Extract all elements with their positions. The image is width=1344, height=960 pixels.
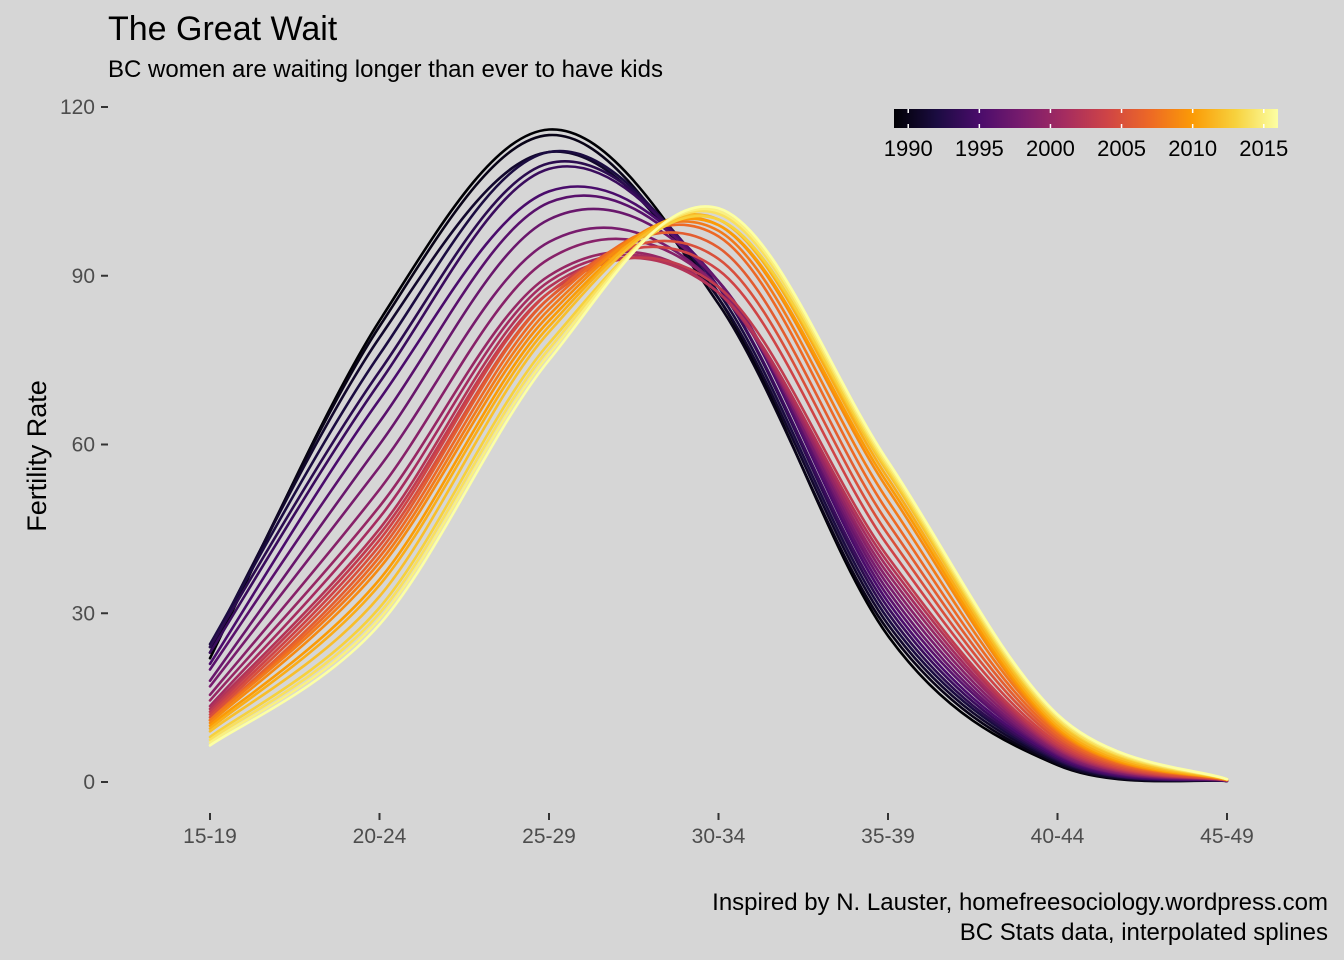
x-tick-label: 35-39 bbox=[861, 825, 915, 848]
x-tick-label: 40-44 bbox=[1031, 825, 1085, 848]
series-lines bbox=[208, 128, 1229, 783]
x-tick-label: 30-34 bbox=[692, 825, 746, 848]
color-legend: 1990 1995 2000 2005 2010 2015 bbox=[884, 109, 1288, 161]
series-line-2001 bbox=[208, 253, 1229, 782]
chart-subtitle: BC women are waiting longer than ever to… bbox=[108, 56, 663, 83]
chart-title: The Great Wait bbox=[108, 10, 338, 48]
legend-colorbar bbox=[894, 109, 1278, 128]
series-line-1995 bbox=[208, 185, 1229, 783]
legend-label: 1990 bbox=[884, 136, 933, 161]
legend-label: 2010 bbox=[1168, 136, 1217, 161]
y-tick-label: 120 bbox=[60, 96, 95, 119]
x-axis: 15-19 20-24 25-29 30-34 35-39 40-44 45-49 bbox=[183, 813, 1254, 848]
series-line-2004 bbox=[208, 245, 1229, 782]
legend-label: 2000 bbox=[1026, 136, 1075, 161]
series-line-2006 bbox=[208, 231, 1229, 782]
y-tick-label: 0 bbox=[83, 771, 95, 794]
x-tick-label: 20-24 bbox=[353, 825, 407, 848]
series-line-1998 bbox=[208, 226, 1229, 782]
series-line-2010 bbox=[208, 217, 1229, 782]
series-line-2014 bbox=[208, 210, 1229, 781]
y-tick-label: 90 bbox=[72, 265, 95, 288]
caption-line-2: BC Stats data, interpolated splines bbox=[960, 919, 1328, 946]
series-line-1989 bbox=[208, 128, 1229, 783]
y-axis: 0 30 60 90 120 bbox=[60, 96, 108, 794]
series-line-2007 bbox=[208, 223, 1229, 782]
series-line-1999 bbox=[208, 237, 1229, 782]
x-tick-label: 25-29 bbox=[522, 825, 576, 848]
legend-label: 2015 bbox=[1239, 136, 1288, 161]
x-tick-label: 45-49 bbox=[1200, 825, 1254, 848]
series-line-2003 bbox=[208, 256, 1229, 782]
series-line-1993 bbox=[208, 160, 1229, 783]
series-line-2008 bbox=[208, 220, 1229, 782]
series-line-2005 bbox=[208, 239, 1229, 782]
series-line-2002 bbox=[208, 256, 1229, 782]
y-tick-label: 30 bbox=[72, 602, 95, 625]
y-tick-label: 60 bbox=[72, 434, 95, 457]
series-line-2000 bbox=[208, 250, 1229, 782]
y-axis-label: Fertility Rate bbox=[22, 380, 52, 532]
series-line-1991 bbox=[208, 150, 1229, 783]
series-line-2016 bbox=[208, 205, 1229, 781]
x-tick-label: 15-19 bbox=[183, 825, 237, 848]
legend-label: 2005 bbox=[1097, 136, 1146, 161]
legend-label: 1995 bbox=[955, 136, 1004, 161]
caption-line-1: Inspired by N. Lauster, homefreesociolog… bbox=[712, 889, 1328, 916]
